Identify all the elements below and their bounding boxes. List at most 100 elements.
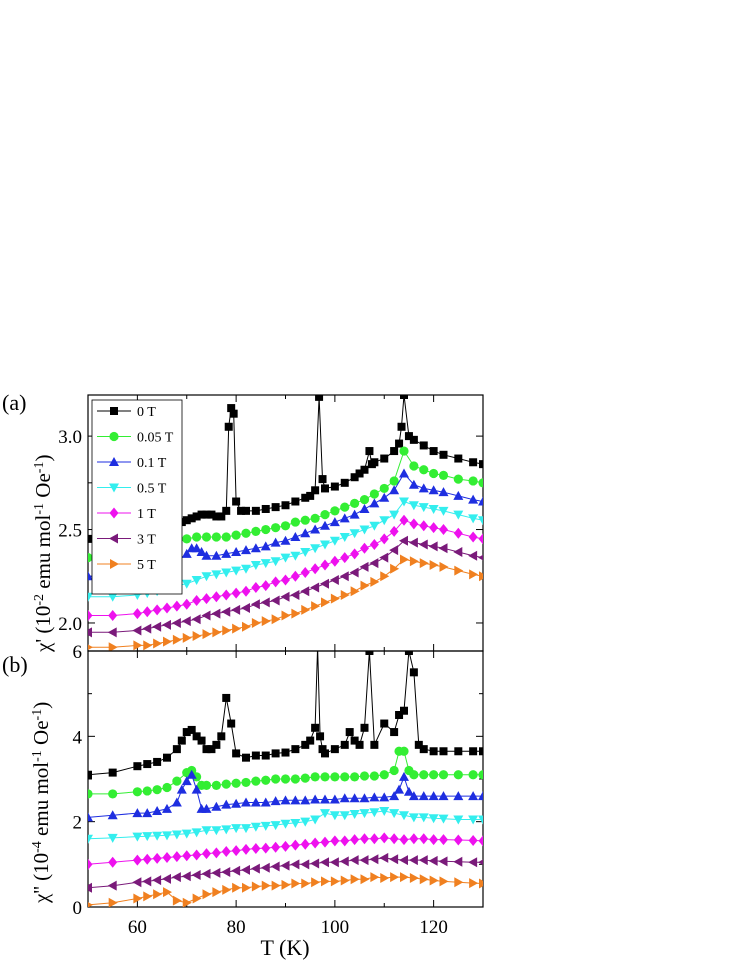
data-point (453, 510, 464, 520)
data-point (340, 589, 350, 600)
data-point (306, 736, 315, 745)
y-tick-label: 2.0 (58, 614, 82, 635)
data-point (330, 593, 340, 604)
data-point (311, 601, 321, 612)
data-point (330, 876, 340, 887)
data-point (143, 760, 152, 769)
data-point (231, 778, 241, 788)
data-point (280, 860, 290, 871)
data-point (468, 770, 478, 780)
data-point (439, 747, 448, 756)
data-point (429, 560, 439, 571)
data-point (379, 792, 390, 802)
data-point (300, 859, 310, 870)
data-point (370, 576, 380, 587)
data-point (349, 855, 359, 866)
data-point (390, 447, 399, 456)
data-point (369, 558, 379, 569)
data-point (153, 889, 163, 900)
data-point (132, 877, 142, 888)
data-point (399, 468, 409, 478)
data-point (380, 872, 390, 883)
data-point (291, 745, 300, 754)
data-point (260, 821, 271, 831)
data-point (399, 834, 409, 846)
data-point (152, 852, 162, 864)
data-point (231, 530, 241, 540)
data-point (201, 532, 212, 542)
data-point (280, 795, 291, 805)
data-point (468, 791, 479, 801)
data-point (171, 797, 182, 807)
data-point (409, 435, 418, 444)
data-point (242, 882, 251, 893)
data-point (360, 833, 369, 845)
panel-b: 60 80 100 120 0 2 4 6 (73, 642, 484, 938)
data-point (202, 745, 211, 754)
data-point (478, 554, 483, 561)
data-point (468, 531, 478, 543)
data-point (453, 527, 463, 539)
data-point (454, 565, 464, 576)
data-point (224, 422, 233, 431)
data-point (132, 854, 142, 866)
data-point (232, 497, 241, 506)
data-point (280, 819, 291, 829)
data-point (107, 810, 118, 820)
data-point (359, 855, 369, 866)
data-point (439, 524, 448, 536)
data-point (182, 516, 191, 525)
data-point (88, 609, 93, 621)
data-point (197, 736, 206, 745)
data-point (469, 747, 478, 756)
data-point (360, 580, 370, 591)
data-point (301, 878, 311, 889)
data-point (217, 512, 226, 521)
data-point (172, 895, 182, 906)
data-point (290, 551, 301, 561)
data-point (340, 772, 350, 782)
data-point (231, 865, 241, 876)
data-point (152, 604, 162, 616)
data-point (202, 510, 211, 519)
data-point (330, 555, 340, 567)
data-point (379, 533, 389, 545)
data-point (250, 599, 260, 610)
data-point (359, 561, 369, 572)
data-point (389, 545, 399, 556)
data-point (242, 506, 250, 515)
x-tick-label: 100 (321, 917, 350, 938)
data-point (221, 779, 231, 789)
data-point (271, 503, 280, 512)
data-point (280, 774, 291, 784)
data-point (389, 833, 399, 845)
data-point (390, 563, 400, 574)
data-point (453, 490, 464, 500)
data-point (281, 748, 290, 757)
data-point (370, 872, 380, 883)
data-point (250, 561, 261, 571)
legend-label: 3 T (137, 533, 156, 548)
data-point (162, 602, 172, 614)
data-point (163, 636, 172, 647)
data-point (339, 513, 350, 523)
data-point (290, 570, 300, 582)
data-point (365, 447, 374, 456)
data-point (211, 550, 222, 560)
data-point (321, 749, 329, 758)
data-point (107, 592, 118, 602)
data-point (201, 610, 211, 621)
data-point (439, 834, 448, 846)
data-point (419, 745, 428, 754)
data-point (320, 559, 330, 571)
data-point (290, 517, 300, 527)
data-point (201, 780, 212, 791)
data-point (454, 454, 463, 463)
data-point (404, 651, 413, 655)
data-point (260, 862, 270, 873)
data-point (339, 571, 349, 582)
y-tick-label: 6 (73, 642, 83, 663)
data-point (191, 870, 201, 880)
data-point (409, 461, 419, 471)
